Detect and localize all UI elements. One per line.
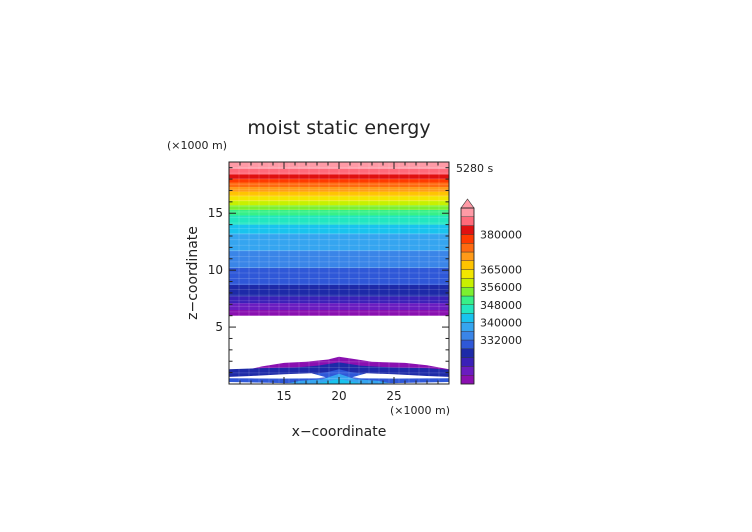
energy-band-8 [229,215,449,225]
colorbar-swatch-19 [460,207,475,218]
colorbar-swatch-14 [460,251,475,262]
colorbar-outline [460,207,475,385]
energy-band-15 [229,182,449,188]
energy-band-5 [229,250,449,268]
chart-title: moist static energy [247,117,430,139]
energy-band-11 [229,200,449,206]
y-unit-label: (×1000 m) [167,139,227,152]
colorbar-label: 332000 [480,334,522,347]
colorbar-swatch-2 [460,357,475,367]
colorbar-labels: 380000 365000 356000 348000 340000 332000 [480,228,522,347]
x-axis-label: x−coordinate [292,424,387,440]
energy-band-17 [229,174,449,180]
colorbar-swatch-16 [460,234,475,244]
colorbar-swatch-7 [460,313,475,323]
energy-band-16 [229,179,449,183]
x-tick-label: 25 [386,389,401,403]
colorbar-swatch-18 [460,216,475,226]
upper-energy-bands [229,162,449,316]
colorbar-label: 348000 [480,299,522,312]
colorbar-swatch-1 [460,366,475,376]
x-tick-label: 20 [331,389,346,403]
y-tick-label: 10 [208,263,223,277]
x-tick-label: 15 [276,389,291,403]
energy-band-0 [229,310,449,316]
x-tick-labels: 15 20 25 [276,389,401,403]
colorbar-swatch-5 [460,331,475,341]
colorbar-label: 365000 [480,264,522,277]
energy-band-10 [229,205,449,210]
colorbar-swatch-11 [460,278,475,288]
colorbar-swatch-0 [460,375,475,385]
axis-ticks [228,162,450,384]
colorbar-swatch-6 [460,322,475,332]
colorbar-swatch-13 [460,260,475,270]
energy-band-9 [229,209,449,216]
colorbar-label: 356000 [480,281,522,294]
colorbar-label: 340000 [480,316,522,329]
energy-band-13 [229,191,449,197]
colorbar-swatch-12 [460,269,475,279]
colorbar-swatch-17 [460,225,475,235]
grid-lines [229,162,449,384]
colorbar-swatch-15 [460,242,475,253]
y-axis-label: z−coordinate [185,226,201,320]
energy-shape-3 [229,373,326,379]
time-label: 5280 s [456,162,493,175]
energy-band-1 [229,303,449,310]
colorbar-swatch-3 [460,348,475,358]
energy-band-2 [229,296,449,304]
colorbar-swatch-9 [460,295,475,306]
energy-shape-4 [352,373,449,379]
colorbar-swatch-8 [460,304,475,314]
energy-band-3 [229,284,449,297]
energy-band-7 [229,224,449,234]
energy-band-12 [229,196,449,201]
energy-band-4 [229,267,449,285]
colorbar-extend-arrow [460,198,475,209]
y-tick-labels: 5 10 15 [208,206,223,334]
y-tick-label: 5 [215,320,223,334]
colorbar-label: 380000 [480,228,522,241]
x-unit-label: (×1000 m) [390,404,450,417]
colorbar-swatch-4 [460,339,475,350]
y-tick-label: 15 [208,206,223,220]
colorbar-swatch-10 [460,287,475,297]
energy-band-14 [229,187,449,192]
colorbar [460,198,475,385]
energy-band-18 [229,168,449,175]
energy-band-6 [229,233,449,251]
